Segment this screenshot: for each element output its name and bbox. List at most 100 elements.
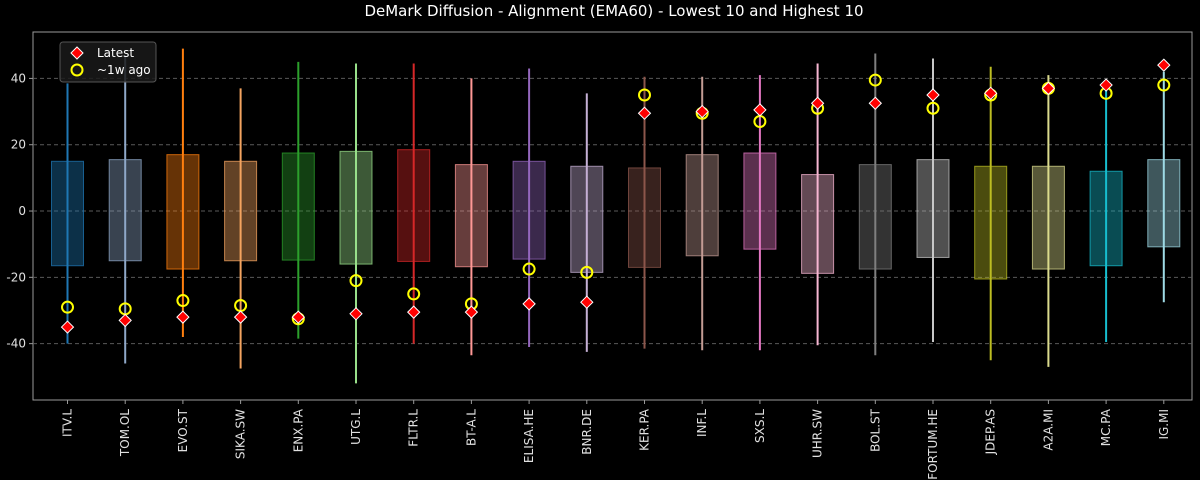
box-bol-st xyxy=(858,53,892,356)
latest-point xyxy=(291,310,306,324)
box-inf-l xyxy=(685,76,719,351)
box xyxy=(1147,159,1181,248)
box-evo-st xyxy=(166,48,200,338)
box xyxy=(570,165,604,273)
box xyxy=(858,164,892,270)
latest-point xyxy=(1157,58,1171,72)
chart-title: DeMark Diffusion - Alignment (EMA60) - L… xyxy=(364,2,863,20)
legend-latest-swatch xyxy=(70,46,84,60)
box xyxy=(397,149,431,262)
x-tick-label: FORTUM.HE xyxy=(926,409,940,480)
x-tick-label: ITV.L xyxy=(61,409,75,437)
y-tick-label: 20 xyxy=(11,138,26,152)
box-mc-pa xyxy=(1089,88,1123,342)
x-tick-label: MC.PA xyxy=(1099,408,1113,446)
box-uhr-sw xyxy=(801,63,835,346)
x-tick-label: ELISA.HE xyxy=(522,409,536,463)
box xyxy=(512,160,546,260)
box xyxy=(628,167,661,268)
x-tick-label: KER.PA xyxy=(638,408,652,451)
y-tick-label: -40 xyxy=(6,337,26,351)
y-tick-label: 40 xyxy=(11,71,26,85)
latest-point xyxy=(60,320,75,334)
box xyxy=(339,150,373,265)
y-tick-label: -20 xyxy=(6,270,26,284)
prior-week-point xyxy=(1157,78,1171,92)
box xyxy=(1031,165,1065,270)
plot-frame xyxy=(32,31,1193,401)
prior-week-point xyxy=(868,73,882,87)
prior-week-point xyxy=(638,88,651,102)
latest-point xyxy=(580,295,594,309)
latest-point xyxy=(233,310,248,324)
prior-week-point xyxy=(349,274,363,288)
box xyxy=(51,160,84,267)
x-tick-label: BOL.ST xyxy=(868,408,882,452)
latest-point xyxy=(522,297,536,311)
x-tick-label: INF.L xyxy=(695,409,709,437)
latest-point xyxy=(868,96,883,110)
grid-lines xyxy=(33,77,1192,345)
box-fortum-he xyxy=(916,58,950,342)
legend-prior-swatch xyxy=(70,63,84,77)
prior-week-point xyxy=(926,101,940,115)
box xyxy=(801,174,835,274)
prior-week-point xyxy=(580,265,594,279)
y-tick-label: 0 xyxy=(18,204,26,218)
box-enx-pa xyxy=(281,61,315,339)
latest-point xyxy=(637,106,652,120)
box xyxy=(281,152,315,261)
x-tick-label: SXS.L xyxy=(753,409,767,443)
box-jdep-as xyxy=(974,66,1008,361)
prior-week-point xyxy=(176,294,190,308)
latest-point xyxy=(464,305,479,319)
x-tick-label: BNR.DE xyxy=(580,409,594,455)
box-a2a-mi xyxy=(1031,75,1065,367)
box-bnr-de xyxy=(570,93,604,352)
latest-point xyxy=(1099,78,1113,92)
x-tick-label: ENX.PA xyxy=(291,408,305,452)
latest-point xyxy=(118,313,132,328)
prior-week-point xyxy=(407,287,421,301)
x-tick-label: IG.MI xyxy=(1157,409,1171,440)
box-sxs-l xyxy=(743,75,777,351)
legend-prior-label: ~1w ago xyxy=(97,63,151,77)
x-tick-label: TOM.OL xyxy=(118,409,132,457)
legend-box xyxy=(59,41,157,83)
x-tick-label: A2A.MI xyxy=(1041,409,1055,451)
latest-point xyxy=(983,86,998,101)
x-axis: ITV.L TOM.OL EVO.ST SIKA.SW ENX.PA UTG.L FLTR.… xyxy=(61,400,1171,480)
box-tom-ol xyxy=(108,55,142,364)
box xyxy=(108,159,142,262)
latest-point xyxy=(176,310,190,324)
latest-point xyxy=(753,103,767,117)
latest-point xyxy=(926,88,940,102)
x-tick-label: EVO.ST xyxy=(176,408,190,452)
legend: Latest ~1w ago xyxy=(59,41,157,83)
box-fltr-l xyxy=(397,63,431,344)
box xyxy=(743,152,777,250)
x-tick-label: JDEP.AS xyxy=(984,409,998,455)
box-plots xyxy=(51,48,1181,384)
box-utg-l xyxy=(339,63,373,384)
box xyxy=(224,160,258,262)
box xyxy=(166,154,200,270)
x-tick-label: UHR.SW xyxy=(811,409,825,458)
box-sika-sw xyxy=(224,88,258,369)
x-tick-label: FLTR.L xyxy=(407,409,421,447)
latest-point xyxy=(810,96,825,110)
box xyxy=(974,165,1008,280)
x-tick-label: BT-A.L xyxy=(464,409,478,446)
box-ker-pa xyxy=(628,76,661,349)
marker-series xyxy=(60,58,1171,334)
box xyxy=(685,154,719,257)
box xyxy=(1089,170,1123,267)
legend-latest-label: Latest xyxy=(97,46,134,60)
box-itv-l xyxy=(51,83,84,344)
prior-week-point xyxy=(61,300,74,314)
y-axis: -40 -20 0 20 40 xyxy=(6,71,33,351)
latest-point xyxy=(406,305,421,319)
latest-point xyxy=(349,307,363,321)
x-tick-label: SIKA.SW xyxy=(234,409,248,459)
